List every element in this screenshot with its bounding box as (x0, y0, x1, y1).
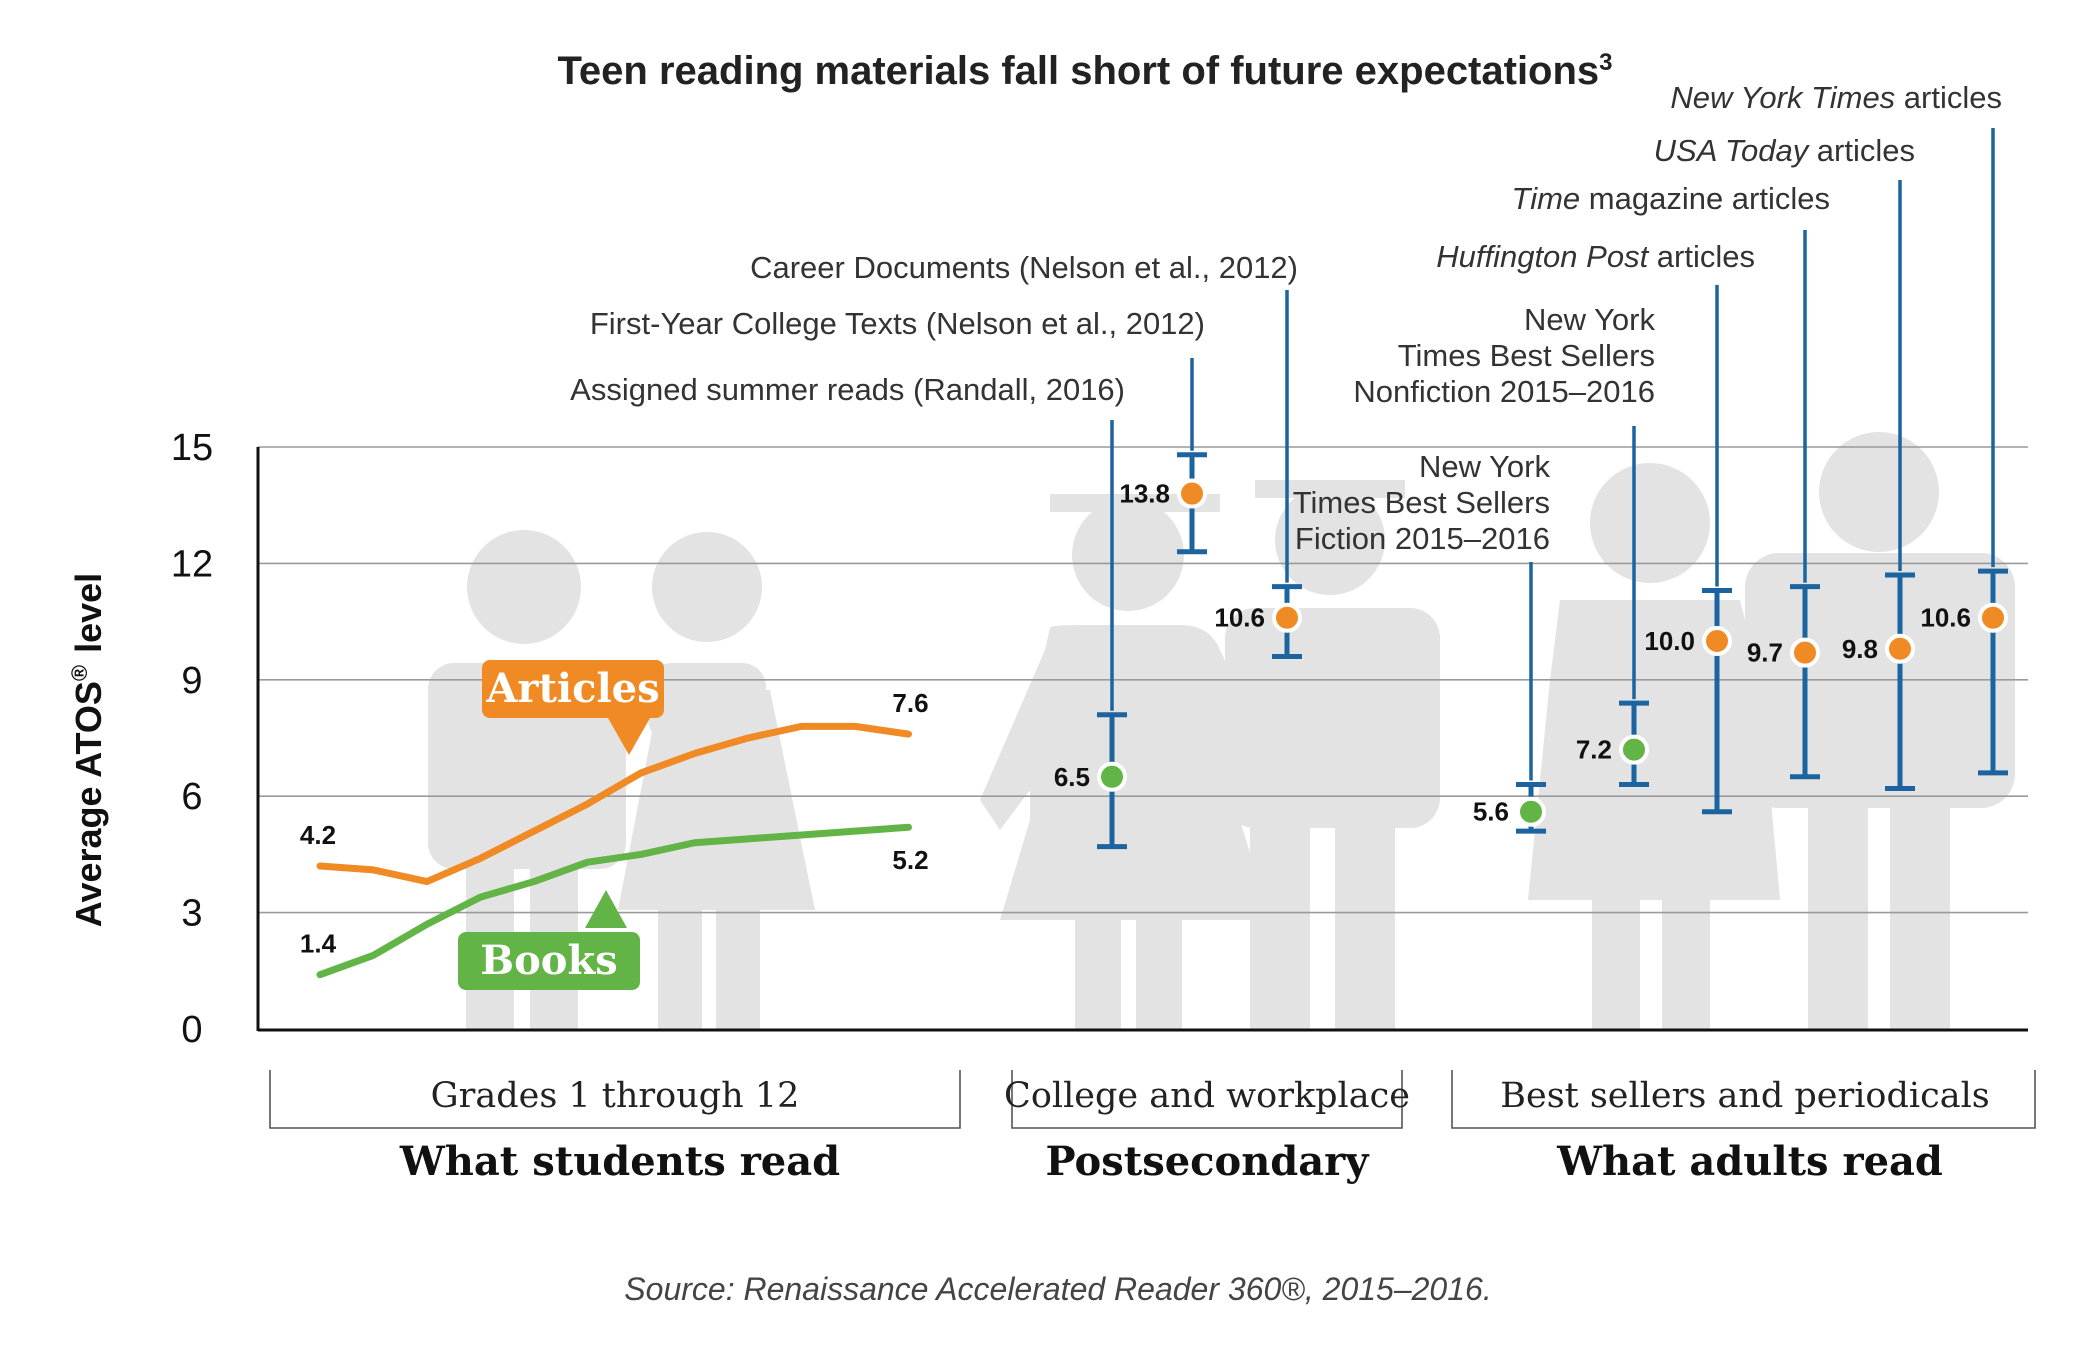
annotation-label: First-Year College Texts (Nelson et al.,… (590, 306, 1205, 341)
y-tick-label: 6 (181, 776, 202, 818)
y-axis-label-suffix: level (68, 573, 109, 653)
y-tick-label: 3 (181, 893, 202, 935)
y-tick-label: 12 (171, 543, 213, 585)
series-line-articles (316, 722, 912, 886)
data-point (1177, 478, 1207, 509)
chart-title: Teen reading materials fall short of fut… (557, 49, 1612, 93)
data-point-value-label: 10.0 (1644, 626, 1695, 656)
data-point (1619, 734, 1649, 765)
annotation-label-line: Times Best Sellers (1398, 338, 1655, 373)
annotation-label: Time magazine articles (1512, 181, 1830, 216)
annotation-label: Assigned summer reads (Randall, 2016) (570, 372, 1125, 407)
annotation-label: Huffington Post articles (1436, 239, 1755, 274)
data-point-value-label: 6.5 (1054, 762, 1090, 792)
annotation-label-rest: articles (1808, 133, 1915, 168)
articles-legend-badge: Articles (482, 660, 664, 755)
data-point-value-label: 7.2 (1576, 735, 1612, 765)
adults-silhouette-icon (1528, 432, 2015, 1030)
y-axis-label-text: Average ATOS (68, 681, 109, 927)
data-point (1272, 602, 1302, 633)
group-brackets (269, 1070, 2036, 1129)
chart-title-text: Teen reading materials fall short of fut… (557, 49, 1599, 93)
y-tick-label: 15 (171, 427, 213, 469)
annotation-label: USA Today articles (1654, 133, 1915, 168)
y-axis-ticks: 0 3 6 9 12 15 (171, 427, 213, 1051)
annotation-label-italic: USA Today (1654, 133, 1811, 168)
section-label-students: What students read (399, 1138, 840, 1185)
y-axis-label-superscript: ® (67, 665, 92, 681)
annotation-label-italic: Time (1512, 181, 1581, 216)
annotation-label-line: New York (1524, 302, 1655, 337)
series-end-label: 5.2 (892, 845, 928, 875)
books-legend-badge: Books (458, 890, 640, 990)
gridlines (256, 446, 2028, 1032)
group-label-grades: Grades 1 through 12 (431, 1076, 800, 1116)
point-annotations: Assigned summer reads (Randall, 2016) Fir… (570, 80, 2002, 781)
books-legend-label: Books (480, 937, 617, 984)
annotation-label-line: Nonfiction 2015–2016 (1353, 374, 1655, 409)
annotation-label-rest: magazine articles (1580, 181, 1830, 216)
annotation-label-rest: articles (1895, 80, 2002, 115)
series-start-label: 4.2 (300, 820, 336, 850)
series-line-books (316, 823, 912, 979)
error-bar-points: 6.5 13.8 10.6 5.6 7.2 10.0 9.7 9.8 10.6 (1054, 452, 2008, 850)
y-tick-label: 0 (181, 1009, 202, 1051)
annotation-label-line: Fiction 2015–2016 (1295, 521, 1550, 556)
section-label-adults: What adults read (1556, 1138, 1943, 1185)
source-note: Source: Renaissance Accelerated Reader 3… (624, 1271, 1491, 1307)
annotation-label-line: Times Best Sellers (1293, 485, 1550, 520)
data-point-value-label: 9.7 (1747, 638, 1783, 668)
annotation-label: Career Documents (Nelson et al., 2012) (750, 250, 1298, 285)
students-silhouette-icon (428, 530, 815, 1030)
annotation-label-rest: articles (1648, 239, 1755, 274)
section-label-postsecondary: Postsecondary (1046, 1138, 1371, 1185)
group-label-college: College and workplace (1004, 1076, 1410, 1116)
annotation-label-italic: New York Times (1670, 80, 1895, 115)
data-point (1790, 637, 1820, 668)
data-point (1978, 602, 2008, 633)
annotation-label: New York Times articles (1670, 80, 2002, 115)
series-start-label: 1.4 (300, 929, 337, 959)
series-end-label: 7.6 (892, 688, 928, 718)
data-point-value-label: 9.8 (1842, 634, 1878, 664)
data-point (1097, 761, 1127, 792)
data-point-value-label: 10.6 (1920, 603, 1971, 633)
data-point-value-label: 5.6 (1473, 797, 1509, 827)
chart-title-superscript: 3 (1599, 49, 1612, 76)
line-series: 4.2 7.6 1.4 5.2 (300, 688, 929, 979)
data-point-value-label: 13.8 (1119, 479, 1170, 509)
graduates-silhouette-icon (980, 480, 1440, 1030)
articles-legend-label: Articles (485, 665, 659, 712)
data-point (1516, 796, 1546, 827)
y-tick-label: 9 (181, 660, 202, 702)
y-axis-label: Average ATOS® level (67, 573, 109, 927)
annotation-label-italic: Huffington Post (1436, 239, 1649, 274)
data-point (1702, 626, 1732, 656)
data-point (1885, 633, 1915, 664)
annotation-label-line: New York (1419, 449, 1550, 484)
data-point-value-label: 10.6 (1214, 603, 1265, 633)
group-label-bestsellers: Best sellers and periodicals (1500, 1076, 1989, 1116)
